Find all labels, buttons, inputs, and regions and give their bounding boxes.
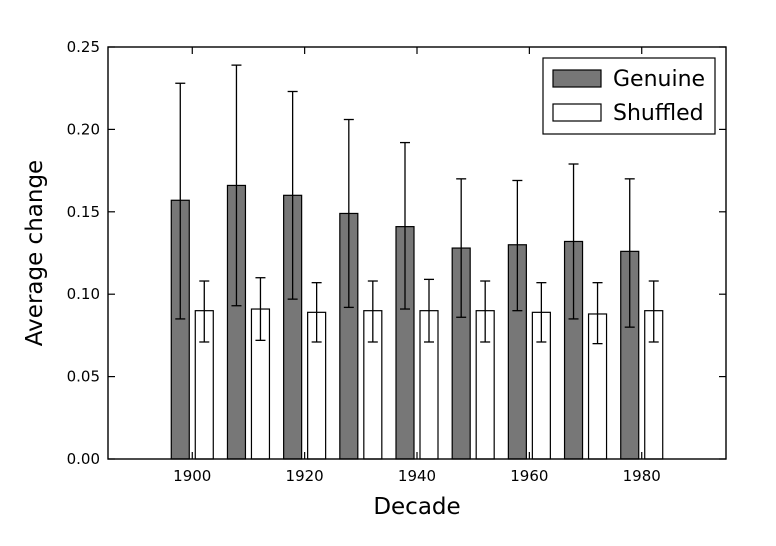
errorbars-layer — [175, 64, 659, 345]
errorbar-genuine-1970 — [568, 163, 579, 320]
errorbar-genuine-1980 — [624, 178, 635, 328]
errorbar-genuine-1960 — [512, 179, 523, 312]
legend-swatch-shuffled — [552, 103, 602, 122]
legend-swatch-genuine — [552, 69, 602, 88]
x-tick-label: 1900 — [173, 467, 211, 485]
errorbar-genuine-1930 — [343, 118, 354, 309]
errorbar-genuine-1920 — [287, 90, 298, 300]
errorbar-shuffled-1940 — [424, 278, 434, 343]
errorbar-genuine-1910 — [231, 64, 242, 307]
errorbar-genuine-1950 — [456, 178, 467, 318]
errorbar-shuffled-1920 — [311, 282, 322, 343]
x-tick-label: 1960 — [510, 467, 548, 485]
y-tick-label: 0.05 — [67, 368, 100, 386]
errorbar-shuffled-1960 — [536, 282, 547, 343]
errorbar-shuffled-1950 — [480, 280, 491, 343]
y-axis-title: Average change — [22, 160, 48, 346]
y-tick-label: 0.00 — [67, 450, 100, 468]
errorbar-genuine-1940 — [400, 141, 410, 310]
legend-label-genuine: Genuine — [613, 67, 705, 92]
y-tick-label: 0.25 — [67, 38, 100, 56]
x-tick-label: 1980 — [623, 467, 661, 485]
errorbar-shuffled-1970 — [592, 282, 603, 345]
errorbar-shuffled-1930 — [367, 280, 378, 343]
legend: Genuine Shuffled — [542, 57, 716, 135]
errorbar-shuffled-1980 — [648, 280, 659, 343]
y-tick-label: 0.20 — [67, 120, 100, 138]
errorbar-shuffled-1910 — [255, 277, 266, 341]
y-tick-label: 0.15 — [67, 203, 100, 221]
x-tick-label: 1940 — [398, 467, 436, 485]
legend-label-shuffled: Shuffled — [613, 101, 704, 126]
x-tick-label: 1920 — [286, 467, 324, 485]
x-axis-title: Decade — [373, 494, 460, 520]
y-tick-label: 0.10 — [67, 285, 100, 303]
bars-layer — [170, 184, 664, 460]
y-axis-ticks: 0.00 0.05 0.10 0.15 0.20 0.25 — [67, 38, 726, 468]
errorbar-genuine-1900 — [175, 82, 186, 320]
x-axis-ticks: 1900 1920 1940 1960 1980 — [173, 47, 661, 485]
errorbar-shuffled-1900 — [199, 280, 210, 343]
